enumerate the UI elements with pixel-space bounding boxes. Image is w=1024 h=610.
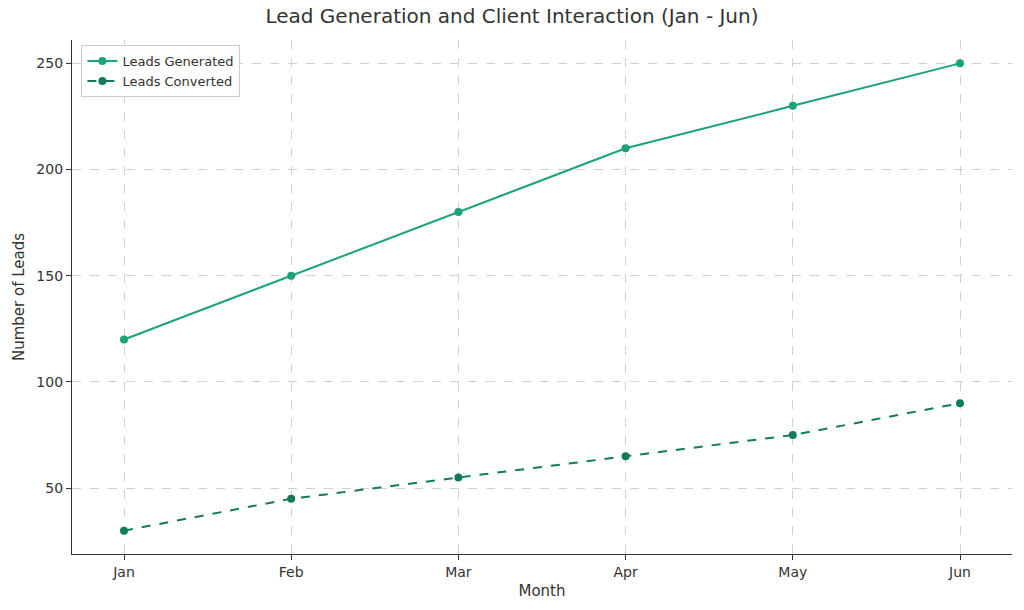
svg-text:Jun: Jun (948, 564, 971, 580)
svg-text:Mar: Mar (445, 564, 472, 580)
svg-text:Jan: Jan (112, 564, 135, 580)
svg-text:Feb: Feb (279, 564, 304, 580)
svg-text:Lead Generation and Client Int: Lead Generation and Client Interaction (… (265, 4, 758, 28)
svg-text:150: 150 (36, 268, 63, 284)
svg-text:100: 100 (36, 374, 63, 390)
svg-text:Leads Converted: Leads Converted (122, 74, 232, 89)
svg-text:Apr: Apr (613, 564, 637, 580)
svg-text:50: 50 (45, 480, 63, 496)
svg-text:200: 200 (36, 161, 63, 177)
svg-text:May: May (778, 564, 807, 580)
svg-text:Number of Leads: Number of Leads (10, 233, 28, 361)
svg-text:Leads Generated: Leads Generated (122, 54, 233, 69)
svg-text:Month: Month (518, 582, 565, 600)
svg-text:250: 250 (36, 55, 63, 71)
